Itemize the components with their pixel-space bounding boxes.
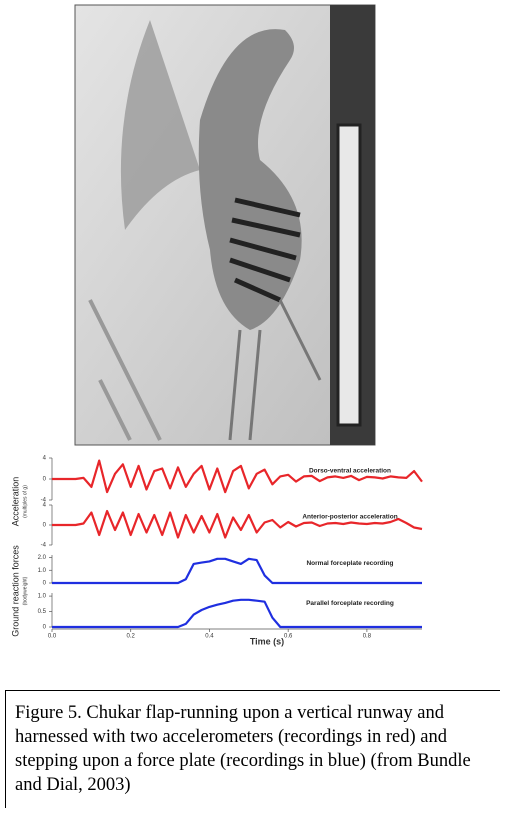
y-tick-label: 4: [43, 456, 47, 462]
photo: [75, 5, 375, 445]
y-tick-label: 1.0: [38, 568, 47, 574]
y-tick-label: 1.0: [38, 594, 47, 600]
series-line: [52, 461, 422, 493]
y-tick-label: 0: [43, 477, 47, 483]
x-tick-label: 0.2: [127, 634, 136, 640]
y-tick-label: -4: [41, 543, 47, 549]
y-tick-label: 0: [43, 625, 47, 631]
y-axis-label: Ground reaction forces: [10, 545, 20, 637]
x-tick-label: 0.0: [48, 634, 57, 640]
y-tick-label: 0.5: [38, 609, 47, 615]
x-axis-label: Time (s): [250, 636, 284, 646]
y-axis-unit: (bodyweight): [22, 576, 28, 605]
y-axis-label: Acceleration: [10, 477, 20, 527]
x-tick-label: 0.4: [205, 634, 214, 640]
y-tick-label: 0: [43, 523, 47, 529]
y-axis-unit: (multiples of g): [22, 485, 28, 518]
x-tick-label: 0.8: [363, 634, 372, 640]
y-tick-label: 4: [43, 503, 47, 509]
y-tick-label: 0: [43, 581, 47, 587]
y-tick-label: 2.0: [38, 555, 47, 561]
x-tick-label: 0.6: [284, 634, 293, 640]
page: 40-4Dorso-ventral acceleration40-4Anteri…: [0, 0, 507, 813]
series-label: Dorso-ventral acceleration: [309, 467, 391, 474]
series-label: Anterior-posterior acceleration: [302, 514, 397, 521]
series-label: Parallel forceplate recording: [306, 600, 394, 607]
caption: Figure 5. Chukar flap-running upon a ver…: [5, 690, 500, 808]
series-label: Normal forceplate recording: [306, 560, 393, 567]
